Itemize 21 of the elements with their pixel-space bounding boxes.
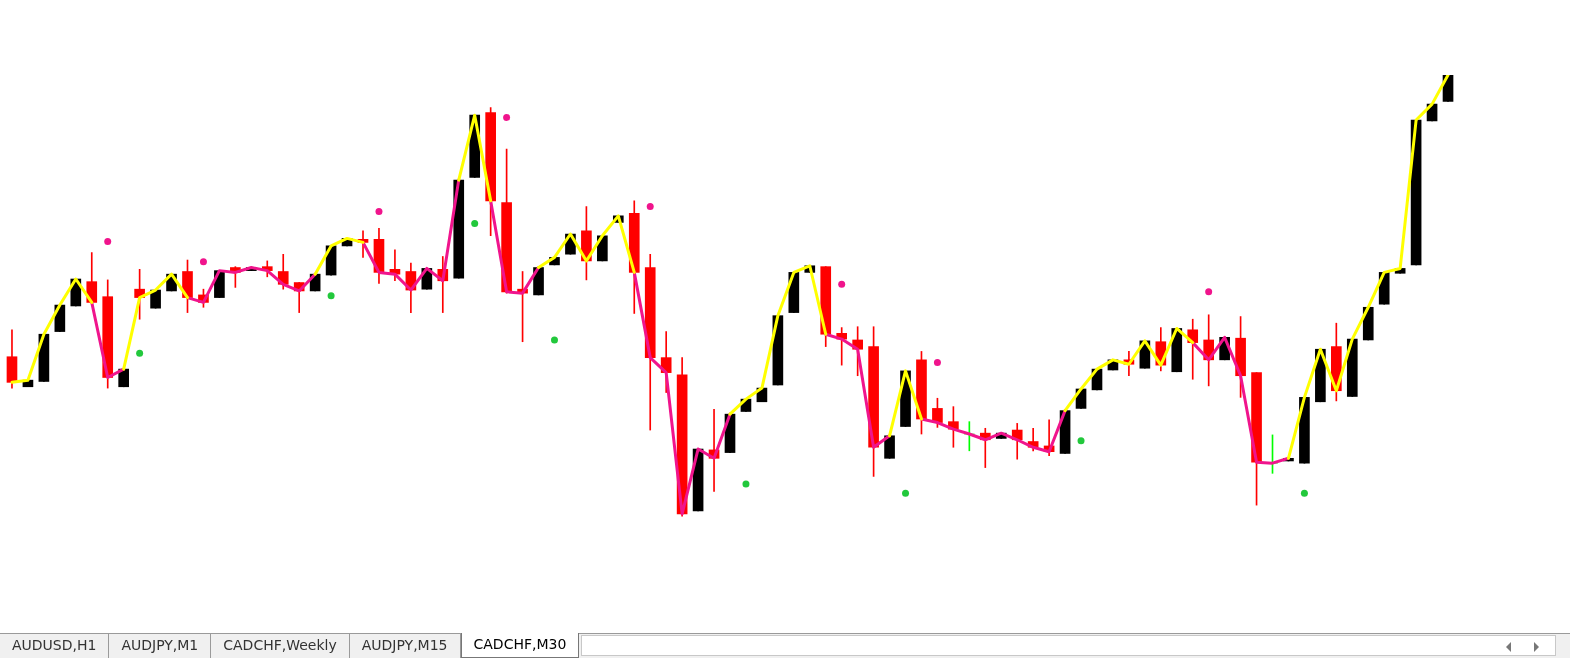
text: AUDJPY,M1 xyxy=(109,634,212,658)
text: AUDJPY,M15 xyxy=(349,634,461,658)
point xyxy=(646,203,654,211)
text: CADCHF,Weekly xyxy=(211,634,350,658)
point xyxy=(838,280,846,288)
point xyxy=(1205,288,1213,296)
point xyxy=(1300,489,1308,497)
point xyxy=(471,219,479,227)
point xyxy=(933,358,941,366)
point xyxy=(136,349,144,357)
point xyxy=(503,113,511,121)
point xyxy=(104,237,112,245)
point xyxy=(199,258,207,266)
point xyxy=(327,292,335,300)
text: AUDUSD,H1 xyxy=(0,634,110,658)
point xyxy=(550,336,558,344)
point xyxy=(1077,437,1085,445)
text: CADCHF,M30 xyxy=(460,633,580,658)
point xyxy=(742,480,750,488)
point xyxy=(375,207,383,215)
point xyxy=(902,489,910,497)
